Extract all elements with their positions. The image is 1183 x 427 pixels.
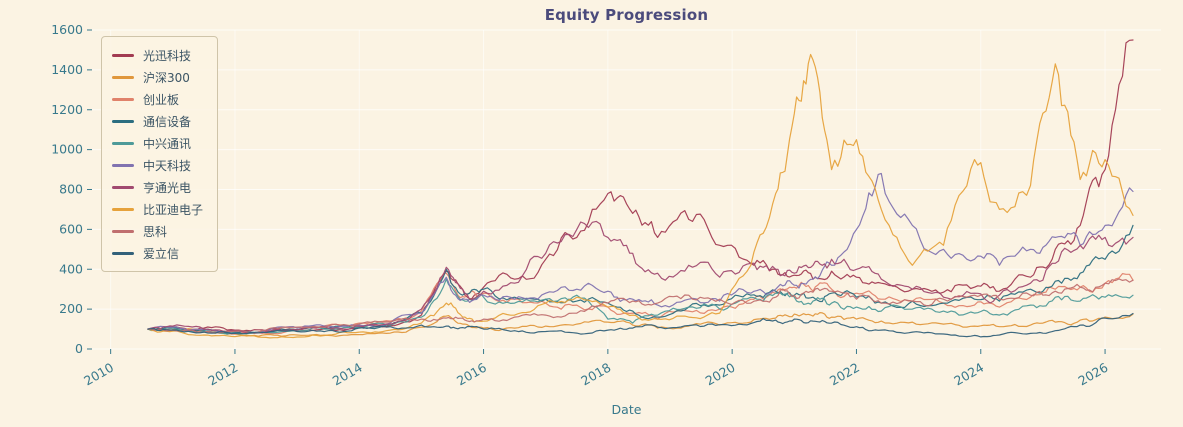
- legend-label: 思科: [143, 224, 168, 239]
- legend-label: 光迅科技: [143, 48, 192, 63]
- x-tick-label: 2020: [703, 360, 738, 389]
- series-line-8: [147, 53, 1134, 339]
- legend-color-swatch: [112, 229, 134, 233]
- x-tick-label: 2026: [1076, 360, 1111, 389]
- y-tick-label: 1600: [51, 22, 83, 37]
- series-line-4: [147, 224, 1134, 334]
- legend-label: 沪深300: [143, 70, 190, 85]
- legend-label: 中兴通讯: [143, 136, 192, 151]
- legend-color-swatch: [112, 251, 134, 255]
- legend-color-swatch: [112, 97, 134, 101]
- x-tick-label: 2014: [330, 360, 365, 389]
- legend-label: 中天科技: [143, 158, 192, 173]
- y-tick-label: 600: [59, 221, 83, 236]
- x-tick-label: 2022: [827, 360, 862, 389]
- legend-item: 比亚迪电子: [112, 198, 203, 220]
- legend-item: 光迅科技: [112, 44, 203, 66]
- y-tick-label: 200: [59, 301, 83, 316]
- series-line-1: [147, 39, 1134, 332]
- series-line-9: [147, 278, 1134, 334]
- legend-item: 中兴通讯: [112, 132, 203, 154]
- grid-lines: [92, 29, 1161, 350]
- y-tick-label: 1000: [51, 142, 83, 157]
- y-tick-label: 1200: [51, 102, 83, 117]
- legend-color-swatch: [112, 185, 134, 189]
- series-line-10: [147, 312, 1134, 338]
- legend-color-swatch: [112, 163, 134, 167]
- legend-label: 比亚迪电子: [143, 202, 204, 217]
- legend-color-swatch: [112, 207, 134, 211]
- y-tick-label: 1400: [51, 62, 83, 77]
- chart-title: Equity Progression: [544, 6, 709, 24]
- legend-label: 爱立信: [143, 246, 180, 261]
- x-axis-label: Date: [611, 402, 642, 417]
- x-tick-label: 2012: [205, 360, 240, 389]
- legend-color-swatch: [112, 141, 134, 145]
- series-line-7: [147, 220, 1134, 334]
- y-tick-label: 400: [59, 261, 83, 276]
- legend-item: 思科: [112, 220, 203, 242]
- legend-label: 通信设备: [143, 114, 192, 129]
- legend-item: 创业板: [112, 88, 203, 110]
- legend-color-swatch: [112, 119, 134, 123]
- legend-label: 创业板: [143, 92, 180, 107]
- legend-item: 爱立信: [112, 242, 203, 264]
- legend-color-swatch: [112, 75, 134, 79]
- legend-item: 亨通光电: [112, 176, 203, 198]
- legend-item: 沪深300: [112, 66, 203, 88]
- legend: 光迅科技 沪深300 创业板 通信设备 中兴通讯 中天科技 亨通光电: [101, 36, 219, 272]
- series-line-5: [147, 278, 1134, 335]
- legend-label: 亨通光电: [143, 180, 192, 195]
- x-tick-label: 2010: [81, 360, 116, 389]
- legend-color-swatch: [112, 53, 134, 57]
- series-lines: [147, 39, 1134, 339]
- x-tick-label: 2024: [951, 360, 986, 389]
- y-tick-label: 0: [75, 341, 83, 356]
- y-tick-label: 800: [59, 182, 83, 197]
- x-tick-label: 2016: [454, 360, 489, 389]
- legend-item: 通信设备: [112, 110, 203, 132]
- x-tick-label: 2018: [578, 360, 613, 389]
- legend-item: 中天科技: [112, 154, 203, 176]
